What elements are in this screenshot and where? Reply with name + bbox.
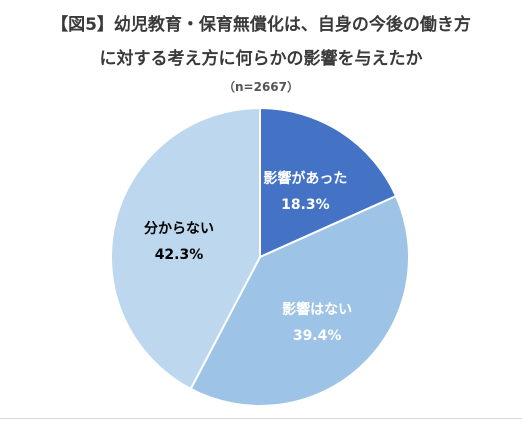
- chart-title-line-2: に対する考え方に何らかの影響を与えたか: [99, 49, 423, 69]
- slice-value-label: 39.4%: [293, 328, 342, 344]
- pie-slices: [110, 106, 410, 407]
- slice-category-label: 影響があった: [263, 170, 347, 187]
- chart-subtitle: （n=2667）: [223, 80, 299, 94]
- bottom-divider: [0, 418, 522, 419]
- slice-category-label: 分からない: [144, 221, 214, 237]
- slice-value-label: 18.3%: [281, 197, 330, 213]
- pie-slice: [259, 106, 398, 259]
- pie-slice: [110, 106, 261, 391]
- pie-labels: 影響があった 18.3% 影響はない 39.4% 分からない 42.3%: [144, 170, 352, 344]
- chart-title-line-1: 【図5】幼児教育・保育無償化は、自身の今後の働き方: [51, 15, 471, 35]
- slice-category-label: 影響はない: [282, 301, 352, 318]
- slice-value-label: 42.3%: [155, 247, 204, 263]
- pie-slice: [189, 194, 410, 407]
